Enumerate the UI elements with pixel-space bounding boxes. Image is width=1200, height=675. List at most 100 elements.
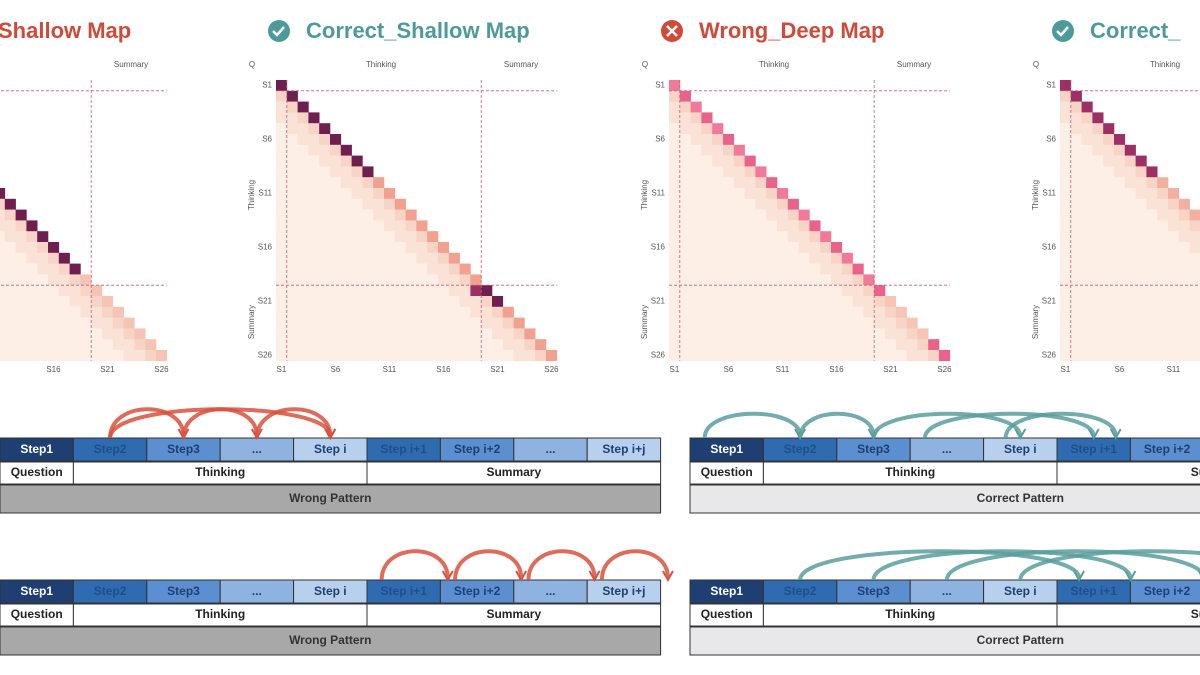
heatmap-cell [820, 317, 832, 329]
heatmap-cell [319, 317, 331, 329]
heatmap-cell [669, 220, 681, 232]
heatmap-cell [340, 306, 352, 318]
heatmap-cell [787, 317, 799, 329]
heatmap-cell [362, 285, 374, 297]
heatmap-cell [112, 317, 124, 329]
heatmap-cell [679, 112, 691, 124]
heatmap-cell [701, 177, 713, 189]
step-label: Step3 [857, 442, 890, 456]
heatmap-cell [1146, 177, 1158, 189]
heatmap-cell [669, 80, 681, 92]
heatmap-cell [1168, 285, 1180, 297]
heatmap-cell [766, 263, 778, 275]
heatmap-cell [394, 220, 406, 232]
heatmap-cell [1070, 90, 1082, 102]
heatmap-cell [1146, 209, 1158, 221]
heatmap-cell [1060, 80, 1072, 92]
heatmap-cell [1060, 306, 1072, 318]
heatmap-cell [1060, 350, 1072, 362]
heatmap-cell [690, 123, 702, 135]
step-label: ... [252, 584, 262, 598]
heatmap-cell [669, 155, 681, 167]
heatmap-cell [1070, 285, 1082, 297]
heatmap-cell [777, 339, 789, 351]
heatmap-cell [701, 144, 713, 156]
heatmap-cell [15, 252, 27, 264]
heatmap-cell [330, 263, 342, 275]
heatmap-cell [297, 274, 309, 286]
heatmap-cell [820, 350, 832, 362]
heatmap-cell [1124, 166, 1136, 178]
heatmap-cell [384, 317, 396, 329]
heatmap-cell [701, 155, 713, 167]
heatmap-cell [102, 306, 114, 318]
heatmap-cell [1146, 231, 1158, 243]
heatmap-cell [1135, 198, 1147, 210]
step-label: Step i [314, 442, 347, 456]
heatmap-cell [723, 285, 735, 297]
heatmap-cell [308, 231, 320, 243]
heatmap-cell [831, 317, 843, 329]
heatmap-cell [1124, 177, 1136, 189]
heatmap-cell [701, 188, 713, 200]
heatmap-cell [502, 339, 514, 351]
heatmap-cell [297, 285, 309, 297]
heatmap-cell [448, 339, 460, 351]
heatmap-cell [679, 263, 691, 275]
heatmap-cell [0, 350, 6, 362]
heatmap-cell [362, 339, 374, 351]
pattern-label: Correct Pattern [977, 633, 1064, 647]
x-tick-label: S6 [1115, 365, 1125, 374]
heatmap-cell [744, 274, 756, 286]
heatmap-cell [448, 328, 460, 340]
left-label: Thinking [1031, 180, 1040, 210]
pattern-box [689, 626, 1200, 656]
heatmap-cell [502, 317, 514, 329]
heatmap-cell [787, 274, 799, 286]
heatmap-cell [384, 220, 396, 232]
heatmap-cell [384, 339, 396, 351]
heatmap-cell [459, 350, 471, 362]
heatmap-cell [4, 328, 16, 340]
heatmap-cell [766, 188, 778, 200]
heatmap-cell [1168, 231, 1180, 243]
heatmap-cell [733, 306, 745, 318]
heatmap-cell [297, 134, 309, 146]
heatmap-cell [427, 339, 439, 351]
heatmap-cell [733, 198, 745, 210]
dependency-arc [798, 549, 1082, 581]
heatmap-cell [15, 274, 27, 286]
heatmap-cell [26, 328, 38, 340]
panel-title: Wrong_Deep Map [699, 18, 884, 43]
heatmap-cell [723, 166, 735, 178]
heatmap-cell [0, 188, 6, 200]
heatmap-cell [755, 274, 767, 286]
heatmap-cell [1189, 220, 1200, 232]
y-tick-label: S21 [1042, 297, 1057, 306]
heatmap-cell [102, 317, 114, 329]
heatmap-cell [841, 274, 853, 286]
heatmap-cell [1124, 198, 1136, 210]
heatmap-cell [1114, 144, 1126, 156]
heatmap-cell [351, 188, 363, 200]
pattern-label: Wrong Pattern [289, 633, 371, 647]
heatmap-cell [1189, 306, 1200, 318]
heatmap-cell [319, 306, 331, 318]
heatmap-cell [416, 296, 428, 308]
heatmap-cell [798, 220, 810, 232]
heatmap-cell [276, 350, 288, 362]
heatmap-cell [1060, 274, 1072, 286]
heatmap-cell [744, 155, 756, 167]
heatmap-cell [701, 306, 713, 318]
left-label: Summary [1031, 305, 1040, 339]
heatmap-cell [712, 263, 724, 275]
heatmap-cell [394, 306, 406, 318]
heatmap-cell [448, 350, 460, 362]
heatmap-cell [1092, 177, 1104, 189]
top-label: Summary [897, 60, 931, 69]
heatmap-cell [1081, 231, 1093, 243]
heatmap-cell [91, 306, 103, 318]
heatmap-cell [679, 328, 691, 340]
heatmap-cell [373, 285, 385, 297]
